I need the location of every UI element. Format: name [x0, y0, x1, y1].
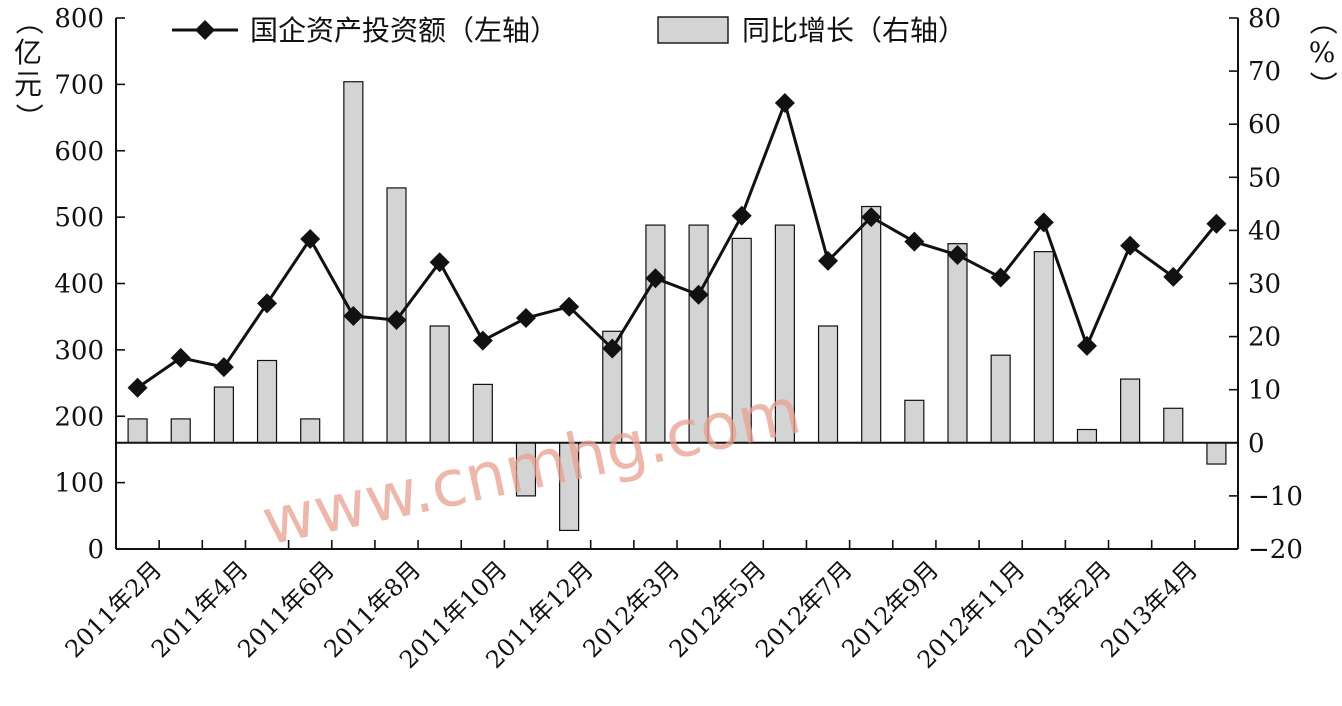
bar	[1033, 251, 1054, 444]
legend-bar-label: 同比增长（右轴）	[742, 14, 966, 47]
right-tick-label: 80	[1248, 4, 1281, 34]
bar	[429, 325, 450, 444]
line-marker	[1033, 212, 1054, 233]
left-tick-label: 800	[54, 4, 104, 34]
right-tick-label: 50	[1248, 163, 1281, 193]
line-marker	[731, 205, 752, 226]
bar	[256, 359, 278, 444]
legend-line-label: 国企资产投资额（左轴）	[250, 14, 558, 47]
line-marker	[429, 252, 450, 273]
legend: 国企资产投资额（左轴） 同比增长（右轴）	[172, 14, 966, 47]
bar	[343, 81, 364, 444]
watermark: www.cnmhg.com	[256, 374, 807, 560]
line-series-group	[127, 92, 1227, 398]
bar	[1120, 378, 1141, 444]
investment-line	[136, 98, 1218, 389]
right-unit-label: （	[1306, 7, 1339, 35]
line-marker	[1120, 235, 1141, 256]
bar	[127, 418, 148, 444]
left-tick-label: 100	[54, 469, 104, 499]
bar	[1076, 428, 1098, 444]
line-marker	[386, 310, 407, 331]
right-tick-label: −10	[1248, 482, 1303, 512]
left-tick-label: 600	[54, 137, 104, 167]
left-tick-label: 300	[54, 336, 104, 366]
line-marker	[688, 284, 709, 305]
bar	[904, 399, 925, 444]
bar	[472, 383, 493, 444]
right-tick-label: 20	[1248, 323, 1281, 353]
line-marker	[602, 338, 623, 359]
line-marker	[774, 92, 795, 113]
right-unit-label: ）	[1306, 71, 1339, 99]
left-tick-label: 700	[54, 70, 104, 100]
line-marker	[861, 207, 882, 228]
line-marker	[818, 250, 839, 271]
legend-line-marker	[195, 20, 215, 40]
line-marker	[1206, 213, 1227, 234]
line-marker	[170, 347, 191, 368]
line-marker	[559, 296, 580, 317]
line-marker	[257, 293, 278, 314]
bar	[1163, 407, 1184, 444]
line-marker	[343, 306, 364, 327]
axes-group: 0 100 200 300 400 500 600 700 800 −20 −10 0 10 20 30 40…	[12, 4, 1339, 674]
bar	[947, 243, 968, 444]
line-marker	[645, 268, 666, 289]
right-tick-label: 40	[1248, 216, 1281, 246]
left-tick-label: 200	[54, 402, 104, 432]
line-marker	[904, 231, 925, 252]
bar	[817, 325, 839, 444]
line-marker	[127, 377, 148, 398]
bar	[213, 386, 234, 444]
left-unit-label: ）	[12, 103, 45, 131]
left-tick-label: 500	[54, 203, 104, 233]
line-marker	[947, 244, 968, 265]
right-tick-label: 70	[1248, 57, 1281, 87]
line-marker	[300, 229, 321, 250]
right-tick-label: 60	[1248, 110, 1281, 140]
left-tick-label: 400	[54, 270, 104, 300]
line-marker	[472, 330, 493, 351]
right-tick-label: 0	[1248, 429, 1265, 459]
line-marker	[1163, 266, 1184, 287]
bar	[990, 354, 1011, 444]
bar	[861, 205, 882, 444]
line-marker	[1076, 335, 1097, 356]
bar	[300, 418, 321, 444]
right-tick-label: 10	[1248, 376, 1281, 406]
left-tick-label: 0	[87, 535, 104, 565]
bar	[170, 418, 191, 444]
left-unit-label: 元	[14, 68, 42, 101]
legend-bar-swatch	[657, 16, 729, 44]
line-marker	[990, 267, 1011, 288]
line-marker	[213, 357, 234, 378]
right-tick-label: 30	[1248, 270, 1281, 300]
bar	[1206, 442, 1227, 465]
line-marker	[515, 308, 536, 329]
left-unit-label: 亿	[14, 36, 42, 69]
right-tick-label: −20	[1248, 535, 1303, 565]
left-unit-label: （	[12, 7, 45, 35]
right-unit-label: %	[1309, 36, 1336, 69]
